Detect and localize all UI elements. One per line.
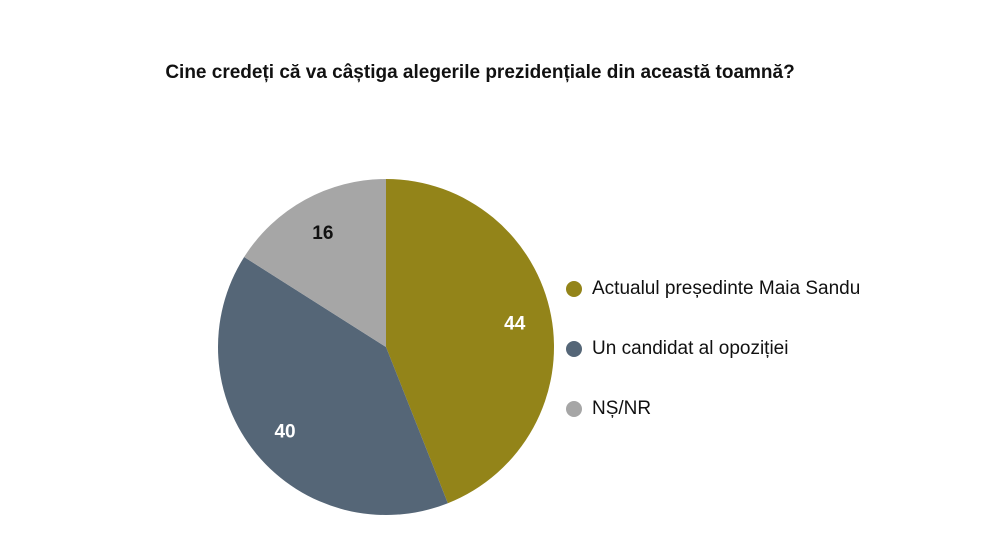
data-label: 44 (504, 313, 526, 334)
legend-label: Actualul președinte Maia Sandu (592, 277, 861, 299)
pie-slice (244, 179, 386, 347)
legend-item: NȘ/NR (566, 394, 860, 423)
legend-label: Un candidat al opoziției (592, 337, 789, 359)
legend: Actualul președinte Maia Sandu Un candid… (566, 274, 860, 454)
legend-label: NȘ/NR (592, 397, 652, 419)
data-label: 40 (274, 422, 295, 443)
chart-title: Cine credeți că va câștiga alegerile pre… (165, 62, 795, 83)
legend-swatch (566, 400, 582, 417)
legend-item: Actualul președinte Maia Sandu (566, 274, 860, 303)
legend-swatch (566, 280, 582, 297)
legend-swatch (566, 340, 582, 357)
pie-slice (218, 256, 448, 516)
pie-slice (386, 179, 555, 504)
legend-item: Un candidat al opoziției (566, 334, 860, 363)
data-label: 16 (312, 223, 333, 244)
